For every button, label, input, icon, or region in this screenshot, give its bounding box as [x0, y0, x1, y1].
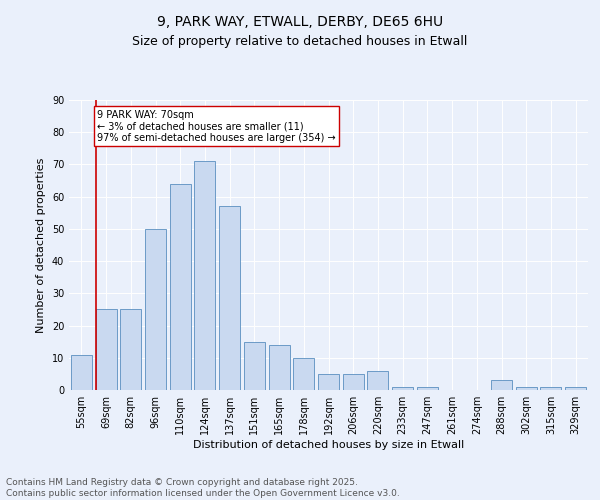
Bar: [392, 387, 413, 390]
Bar: [417, 387, 438, 390]
Bar: [170, 184, 191, 390]
Bar: [318, 374, 339, 390]
Bar: [565, 387, 586, 390]
Bar: [367, 370, 388, 390]
Bar: [95, 310, 116, 390]
Bar: [145, 229, 166, 390]
Bar: [120, 310, 141, 390]
Bar: [516, 387, 537, 390]
Y-axis label: Number of detached properties: Number of detached properties: [36, 158, 46, 332]
Bar: [293, 358, 314, 390]
Bar: [491, 380, 512, 390]
Bar: [244, 342, 265, 390]
Bar: [343, 374, 364, 390]
Bar: [71, 354, 92, 390]
Bar: [194, 161, 215, 390]
Text: 9, PARK WAY, ETWALL, DERBY, DE65 6HU: 9, PARK WAY, ETWALL, DERBY, DE65 6HU: [157, 16, 443, 30]
Text: Size of property relative to detached houses in Etwall: Size of property relative to detached ho…: [133, 34, 467, 48]
X-axis label: Distribution of detached houses by size in Etwall: Distribution of detached houses by size …: [193, 440, 464, 450]
Bar: [219, 206, 240, 390]
Bar: [541, 387, 562, 390]
Text: 9 PARK WAY: 70sqm
← 3% of detached houses are smaller (11)
97% of semi-detached : 9 PARK WAY: 70sqm ← 3% of detached house…: [97, 110, 336, 143]
Bar: [269, 345, 290, 390]
Text: Contains HM Land Registry data © Crown copyright and database right 2025.
Contai: Contains HM Land Registry data © Crown c…: [6, 478, 400, 498]
